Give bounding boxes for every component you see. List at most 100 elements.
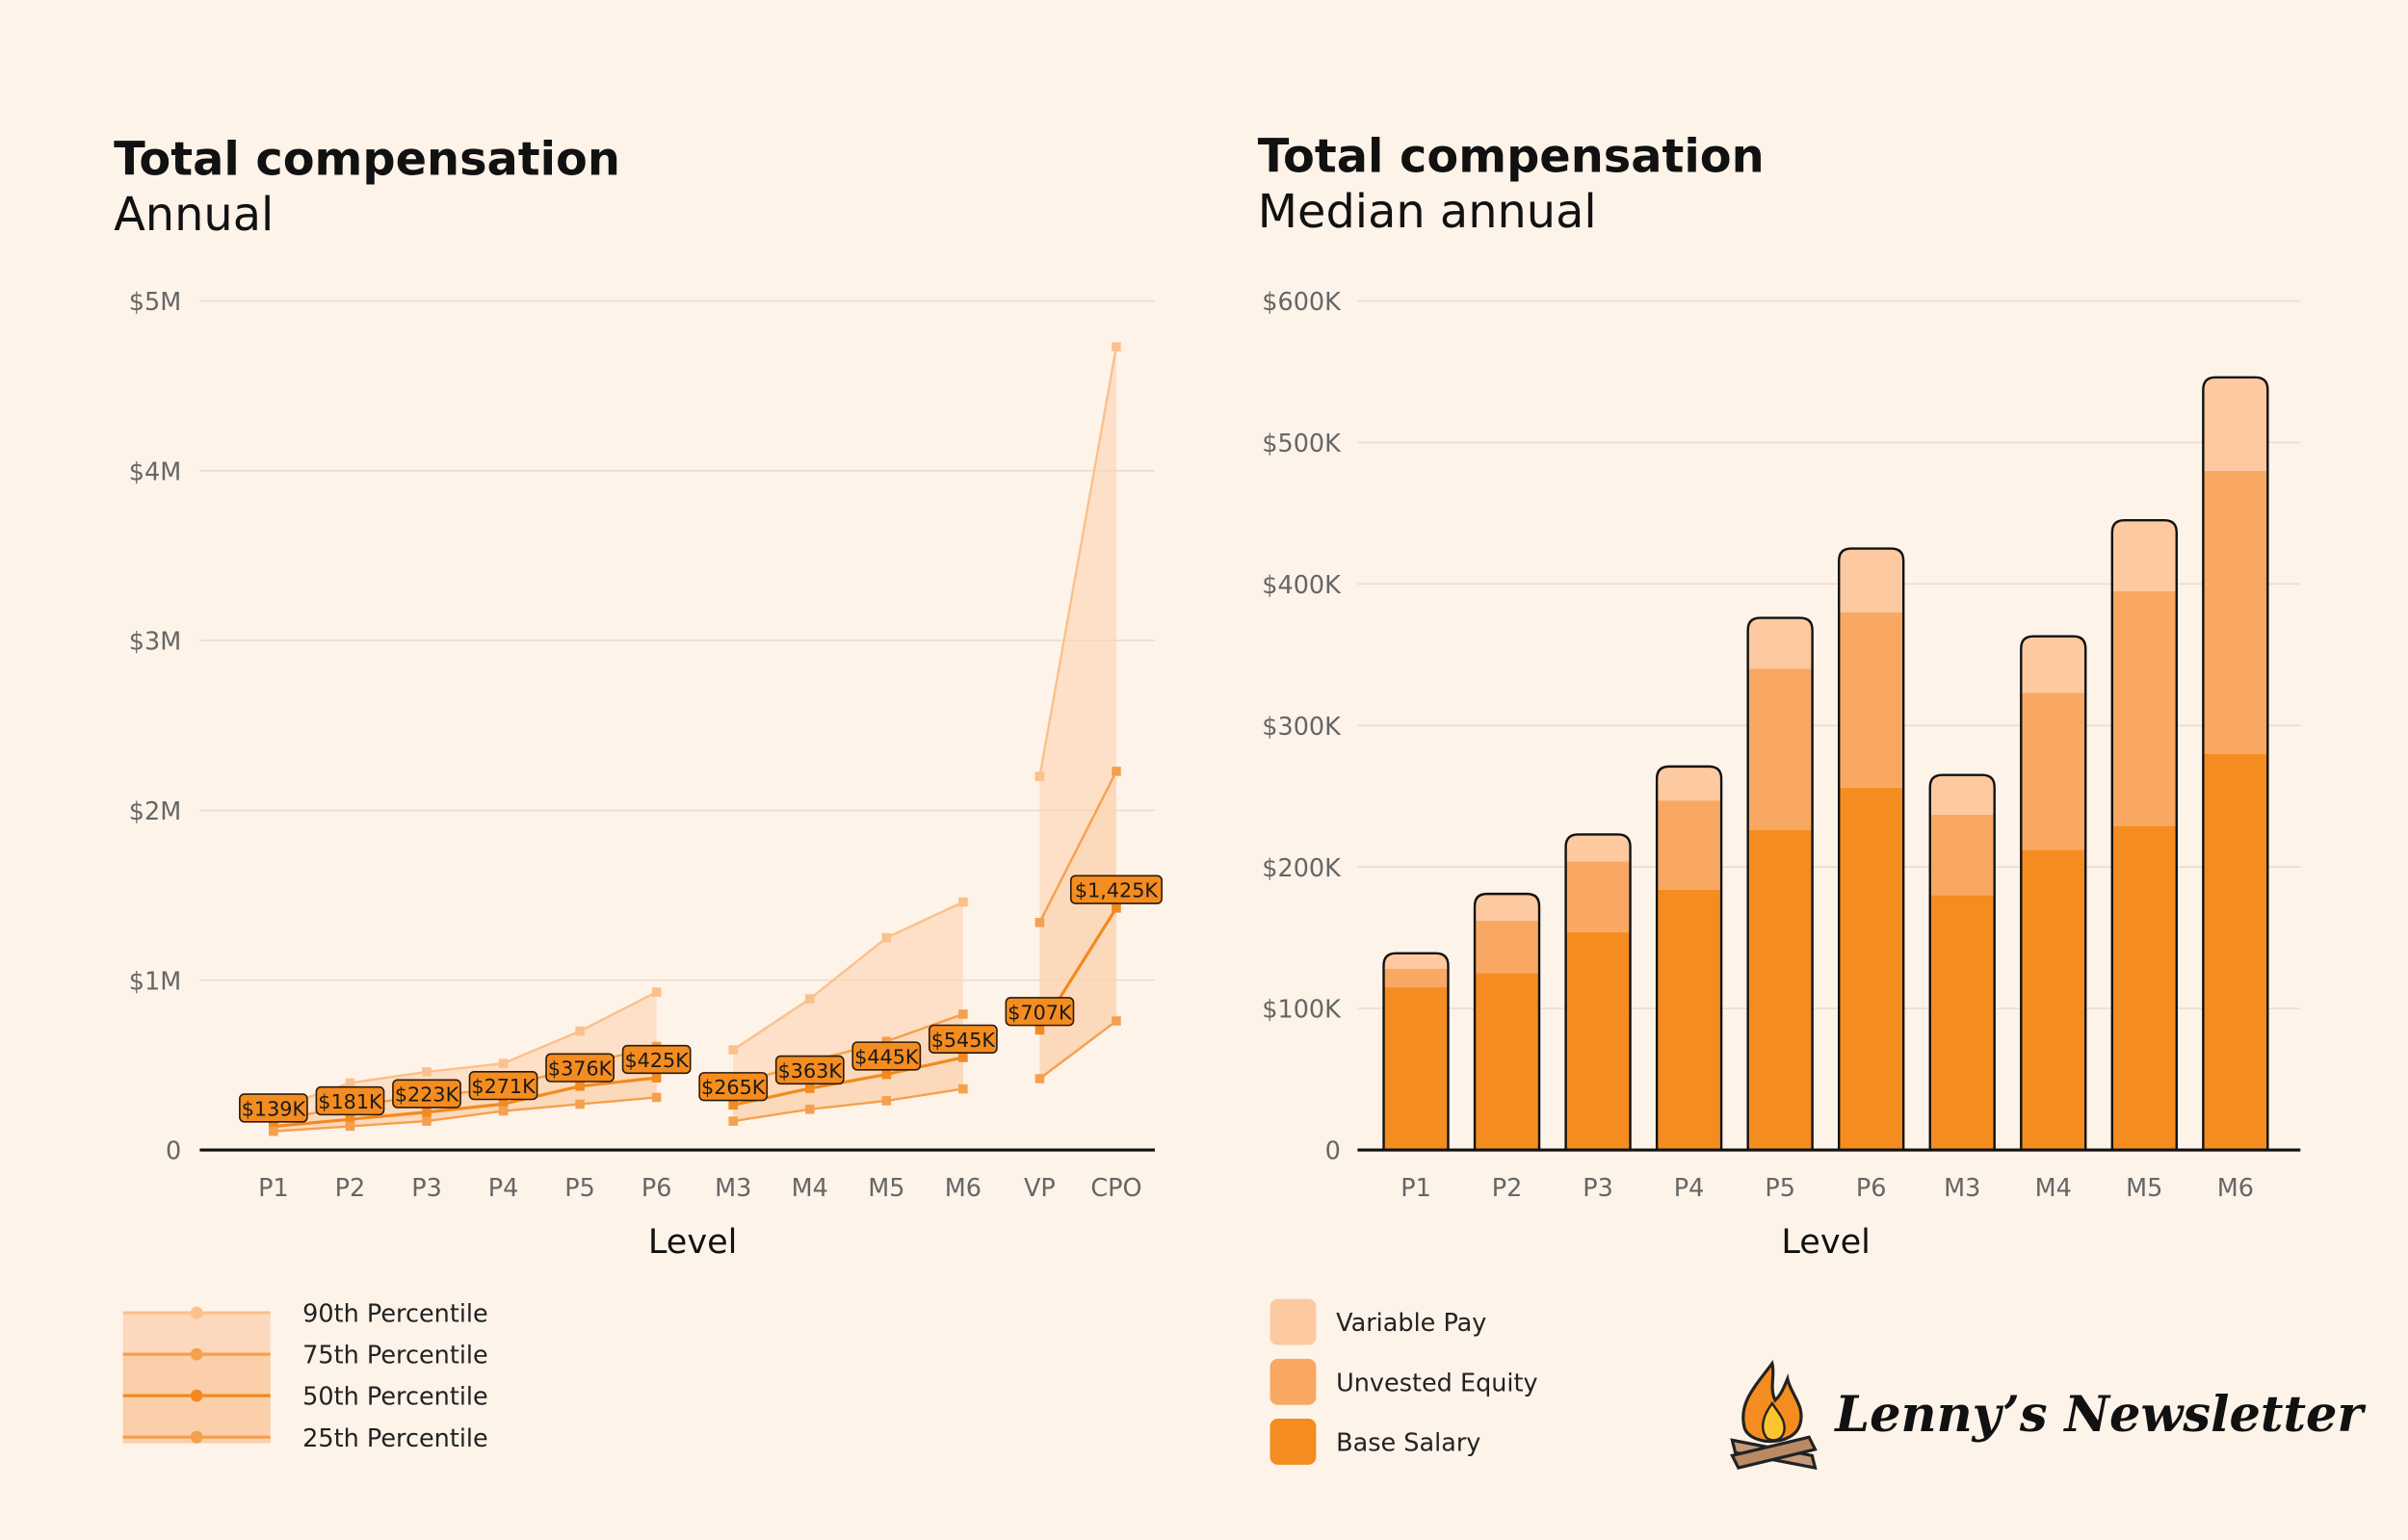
bar-outline	[2202, 376, 2269, 1151]
series-line-50th	[732, 1056, 964, 1107]
series-line-25th	[273, 1096, 657, 1133]
data-label-box	[392, 1079, 461, 1109]
data-point	[1112, 903, 1121, 913]
x-tick-label: VP	[1024, 1174, 1056, 1203]
x-tick-label: P6	[641, 1174, 672, 1203]
data-label-box	[621, 1044, 692, 1075]
bar-outline	[1382, 952, 1450, 1151]
data-point	[1034, 1025, 1045, 1035]
data-point	[1112, 342, 1121, 352]
x-tick-label: CPO	[1090, 1174, 1141, 1203]
data-point	[269, 1121, 278, 1132]
bar-segment-variable-pay	[1657, 766, 1722, 801]
bar-outline	[1746, 616, 1814, 1151]
data-point	[804, 994, 815, 1004]
y-tick-label: $5M	[129, 288, 181, 317]
data-label-box	[545, 1053, 615, 1083]
y-tick-label: $100K	[1262, 996, 1342, 1025]
bar-segment-unvested-equity	[2021, 692, 2086, 850]
x-tick-label: P3	[411, 1174, 442, 1203]
x-tick-label: M5	[2126, 1174, 2162, 1203]
data-point	[651, 1073, 662, 1083]
bar-segment-variable-pay	[1383, 953, 1449, 969]
x-tick-label: M5	[868, 1174, 904, 1203]
data-point	[498, 1106, 509, 1116]
data-point	[728, 1116, 738, 1126]
data-point	[422, 1067, 432, 1077]
data-point	[728, 1100, 738, 1110]
data-point	[1112, 767, 1121, 776]
y-tick-label: $400K	[1262, 571, 1342, 600]
bar-segment-base-salary	[1475, 973, 1540, 1151]
bar-outline	[2110, 519, 2178, 1151]
series-line-50th	[273, 1076, 657, 1129]
bar-outline	[2020, 635, 2087, 1151]
data-point	[422, 1116, 432, 1126]
bar-segment-unvested-equity	[2111, 590, 2177, 826]
data-label: $139K	[242, 1097, 307, 1120]
data-point	[804, 1104, 815, 1114]
y-tick-label: $500K	[1262, 430, 1342, 458]
legend-marker	[190, 1430, 203, 1444]
x-tick-label: M6	[945, 1174, 982, 1203]
data-point	[958, 1053, 968, 1062]
x-tick-label: M3	[1944, 1174, 1980, 1203]
data-point	[1034, 771, 1045, 781]
bar-segment-unvested-equity	[1565, 861, 1631, 932]
right-chart-subtitle: Median annual	[1258, 186, 1597, 239]
data-point	[1034, 1074, 1045, 1083]
x-tick-label: M4	[792, 1174, 828, 1203]
left-chart: Total compensation Annual Level 0 $1M $2M $…	[114, 134, 1163, 1262]
data-point	[575, 1099, 585, 1109]
y-tick-label: $200K	[1262, 854, 1342, 883]
data-point	[575, 1081, 585, 1091]
bar-segment-variable-pay	[2111, 520, 2177, 591]
y-tick-label: 0	[166, 1137, 181, 1166]
bar-segment-base-salary	[1657, 889, 1722, 1151]
data-point	[651, 1092, 662, 1103]
legend-label: Base Salary	[1336, 1429, 1480, 1458]
legend-swatch	[1269, 1358, 1317, 1405]
data-point	[881, 1036, 892, 1047]
data-label-box	[928, 1024, 998, 1054]
bar-segment-variable-pay	[2021, 636, 2086, 693]
right-legend: Variable Pay Unvested Equity Base Salary	[1269, 1298, 1538, 1465]
bar-segment-base-salary	[2203, 753, 2268, 1151]
data-point	[728, 1045, 738, 1055]
bar-segment-base-salary	[1747, 829, 1813, 1151]
bar-segment-variable-pay	[2203, 377, 2268, 471]
data-point	[1112, 1016, 1121, 1026]
data-point	[345, 1078, 355, 1088]
bar-segment-unvested-equity	[1839, 612, 1904, 788]
bar-segment-variable-pay	[1475, 894, 1540, 922]
data-label: $223K	[395, 1083, 460, 1107]
legend-marker	[190, 1389, 203, 1402]
band-25-75	[733, 1014, 963, 1122]
data-point	[1034, 918, 1045, 927]
data-label: $265K	[701, 1076, 767, 1099]
data-point	[958, 1009, 968, 1019]
x-tick-label: P1	[1400, 1174, 1431, 1203]
bar-outline	[1838, 547, 1905, 1151]
legend-swatch	[1269, 1419, 1317, 1465]
y-tick-label: $3M	[129, 628, 181, 657]
x-tick-label: M4	[2035, 1174, 2072, 1203]
data-label: $271K	[471, 1075, 537, 1098]
series-line-75th	[732, 1012, 964, 1087]
bar-segment-unvested-equity	[1383, 968, 1449, 988]
data-label: $363K	[778, 1059, 844, 1083]
series-line-90th	[1038, 346, 1118, 777]
bar-segment-unvested-equity	[1747, 668, 1813, 830]
data-point	[804, 1083, 815, 1093]
data-point	[498, 1058, 509, 1068]
bar-segment-base-salary	[1929, 895, 1995, 1151]
data-point	[422, 1107, 432, 1117]
bar-segment-base-salary	[2021, 849, 2086, 1151]
data-point	[345, 1121, 355, 1132]
bar-outline	[1564, 833, 1632, 1151]
right-chart-title: Total compensation	[1258, 131, 1765, 184]
bar-segment-unvested-equity	[2203, 470, 2268, 754]
data-label-box	[315, 1085, 385, 1116]
bar-segment-unvested-equity	[1475, 921, 1540, 974]
data-label: $545K	[931, 1029, 997, 1052]
